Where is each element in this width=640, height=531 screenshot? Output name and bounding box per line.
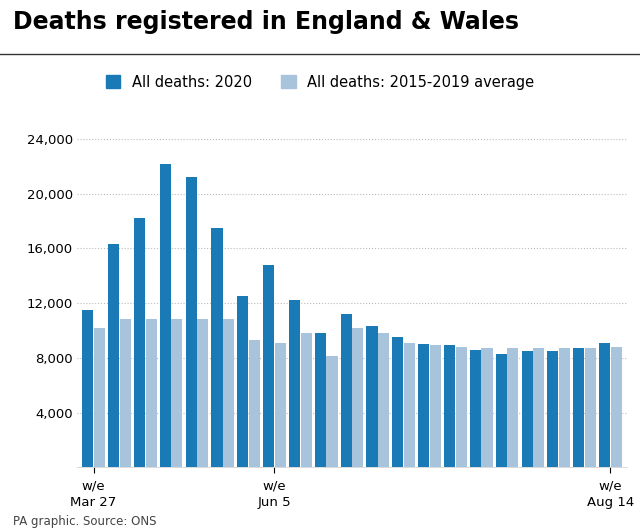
Bar <box>82 310 93 467</box>
Bar <box>134 218 145 467</box>
Bar <box>533 348 544 467</box>
Bar <box>186 177 196 467</box>
Bar <box>378 333 389 467</box>
Bar <box>223 320 234 467</box>
Bar <box>392 337 403 467</box>
Bar <box>444 346 455 467</box>
Bar <box>547 351 559 467</box>
Text: Deaths registered in England & Wales: Deaths registered in England & Wales <box>13 10 519 33</box>
Bar <box>145 320 157 467</box>
Text: PA graphic. Source: ONS: PA graphic. Source: ONS <box>13 516 156 528</box>
Bar <box>340 314 352 467</box>
Bar <box>611 347 622 467</box>
Bar <box>120 320 131 467</box>
Bar <box>522 351 532 467</box>
Bar <box>573 348 584 467</box>
Bar <box>508 348 518 467</box>
Bar <box>211 228 223 467</box>
Bar <box>326 356 337 467</box>
Bar <box>301 333 312 467</box>
Bar <box>249 340 260 467</box>
Legend: All deaths: 2020, All deaths: 2015-2019 average: All deaths: 2020, All deaths: 2015-2019 … <box>100 69 540 96</box>
Bar <box>599 343 610 467</box>
Bar <box>315 333 326 467</box>
Bar <box>585 348 596 467</box>
Bar <box>470 349 481 467</box>
Bar <box>430 346 441 467</box>
Bar <box>237 296 248 467</box>
Bar <box>172 320 182 467</box>
Bar <box>263 265 274 467</box>
Bar <box>160 164 171 467</box>
Bar <box>495 354 507 467</box>
Bar <box>404 343 415 467</box>
Bar <box>367 327 378 467</box>
Bar <box>94 328 105 467</box>
Bar <box>108 244 119 467</box>
Bar <box>559 348 570 467</box>
Bar <box>352 328 364 467</box>
Bar <box>481 348 493 467</box>
Bar <box>418 344 429 467</box>
Bar <box>275 343 286 467</box>
Bar <box>456 347 467 467</box>
Bar <box>197 320 209 467</box>
Bar <box>289 301 300 467</box>
